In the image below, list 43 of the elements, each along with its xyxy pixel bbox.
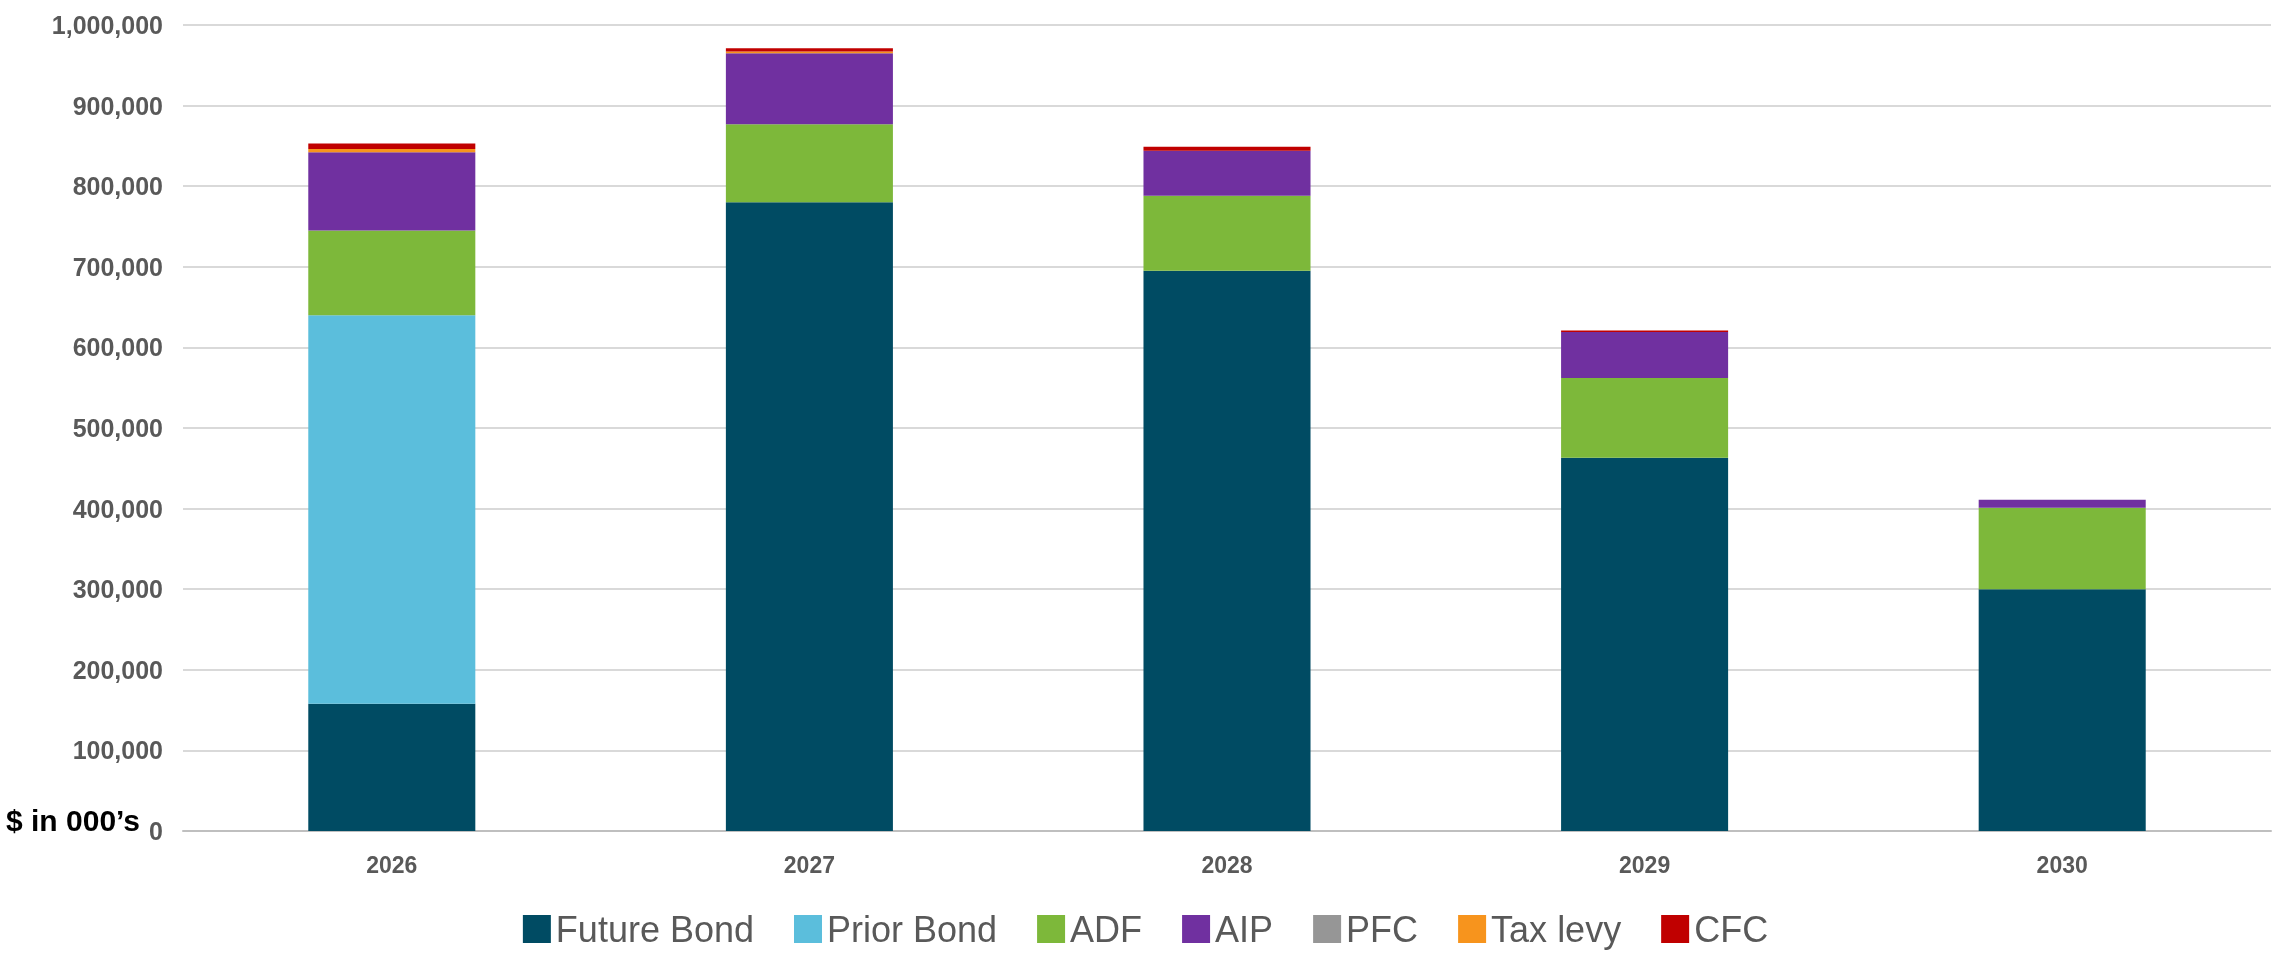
bar xyxy=(1561,457,1729,831)
y-tick-label: 1,000,000 xyxy=(51,11,163,39)
legend-label: CFC xyxy=(1694,908,1769,950)
y-tick-label: 300,000 xyxy=(72,575,163,604)
y-tick-label: 100,000 xyxy=(72,736,163,765)
y-tick-label: 800,000 xyxy=(72,172,163,201)
legend-label: PFC xyxy=(1346,908,1419,950)
x-tick-label: 2028 xyxy=(1201,851,1253,878)
bar xyxy=(1561,332,1729,379)
legend-label: Tax levy xyxy=(1491,908,1622,950)
legend-label: Prior Bond xyxy=(826,908,998,950)
bar xyxy=(1143,146,1311,151)
bar xyxy=(1143,195,1311,271)
bar xyxy=(308,703,476,831)
bar xyxy=(725,53,893,125)
bar xyxy=(725,124,893,203)
bar xyxy=(1143,150,1311,196)
bar xyxy=(308,152,476,231)
legend-label: ADF xyxy=(1070,908,1143,950)
y-tick-label: 200,000 xyxy=(72,655,163,684)
bar xyxy=(308,149,476,153)
x-tick-label: 2027 xyxy=(783,851,835,878)
legend-label: AIP xyxy=(1215,908,1274,950)
legend-label: Future Bond xyxy=(555,908,754,950)
y-tick-label: 0 xyxy=(149,817,163,845)
x-tick-label: 2030 xyxy=(2036,851,2088,878)
bar xyxy=(1978,589,2146,831)
bar xyxy=(308,230,476,316)
bar xyxy=(308,143,476,150)
bar xyxy=(725,202,893,831)
x-tick-label: 2026 xyxy=(366,851,418,878)
bar xyxy=(1561,378,1729,458)
y-tick-label: 900,000 xyxy=(72,91,163,120)
x-tick-label: 2029 xyxy=(1619,851,1671,878)
bar xyxy=(1978,499,2146,508)
y-tick-label: 400,000 xyxy=(72,494,163,523)
bar xyxy=(1143,270,1311,831)
y-tick-label: 700,000 xyxy=(72,252,163,281)
y-axis-title: $ in 000’s xyxy=(6,803,140,837)
y-tick-label: 600,000 xyxy=(72,333,163,362)
bar xyxy=(308,315,476,704)
y-tick-label: 500,000 xyxy=(72,414,163,442)
bar xyxy=(1978,507,2146,590)
